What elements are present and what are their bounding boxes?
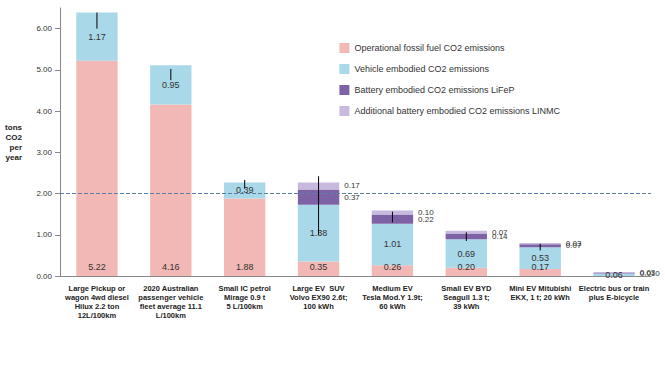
svg-text:L/100km: L/100km [156, 311, 186, 320]
svg-text:0.03: 0.03 [640, 268, 656, 277]
svg-text:12L/100km: 12L/100km [78, 311, 117, 320]
svg-text:0.20: 0.20 [458, 262, 476, 272]
svg-text:0.17: 0.17 [344, 181, 360, 190]
svg-text:tons: tons [5, 123, 22, 132]
svg-text:year: year [6, 153, 22, 162]
svg-text:Vehicle embodied CO2 emissions: Vehicle embodied CO2 emissions [354, 64, 489, 74]
svg-text:per: per [10, 143, 22, 152]
svg-text:plus E-bicycle: plus E-bicycle [589, 293, 639, 302]
svg-text:6.00: 6.00 [36, 24, 52, 33]
svg-text:0.95: 0.95 [162, 80, 180, 90]
svg-text:wagon 4wd diesel: wagon 4wd diesel [64, 293, 129, 302]
svg-text:0.03: 0.03 [566, 239, 582, 248]
svg-text:Mirage 0.9 t: Mirage 0.9 t [224, 293, 266, 302]
svg-text:5.22: 5.22 [88, 262, 106, 272]
svg-text:2.00: 2.00 [36, 189, 52, 198]
svg-text:0.53: 0.53 [531, 253, 549, 263]
svg-text:2020 Australian: 2020 Australian [143, 284, 199, 293]
svg-text:1.38: 1.38 [309, 228, 328, 239]
svg-text:3.00: 3.00 [36, 148, 52, 157]
svg-text:0.010: 0.010 [640, 269, 661, 278]
svg-text:Large Pickup or: Large Pickup or [69, 284, 126, 293]
svg-text:passenger vehicle: passenger vehicle [138, 293, 203, 302]
svg-text:Small EV BYD: Small EV BYD [441, 284, 492, 293]
svg-text:0.07: 0.07 [492, 228, 508, 237]
svg-text:Mini EV Mitubishi: Mini EV Mitubishi [509, 284, 571, 293]
svg-text:Additional battery embodied CO: Additional battery embodied CO2 emission… [354, 106, 560, 116]
svg-text:4.00: 4.00 [36, 107, 52, 116]
svg-text:Operational fossil fuel CO2 em: Operational fossil fuel CO2 emissions [354, 43, 505, 53]
svg-text:Small IC petrol: Small IC petrol [218, 284, 271, 293]
svg-text:Seagull 1.3 t;: Seagull 1.3 t; [443, 293, 489, 302]
svg-text:100 kWh: 100 kWh [303, 302, 334, 311]
svg-text:Tesla Mod.Y 1.9t;: Tesla Mod.Y 1.9t; [362, 293, 423, 302]
svg-text:0.37: 0.37 [344, 192, 360, 202]
svg-text:Electric bus or train: Electric bus or train [579, 284, 650, 293]
svg-text:0.17: 0.17 [531, 261, 549, 272]
svg-text:5.00: 5.00 [36, 65, 52, 74]
svg-text:1.01: 1.01 [384, 239, 402, 249]
svg-text:4.16: 4.16 [162, 262, 180, 272]
svg-text:1.00: 1.00 [36, 230, 52, 239]
svg-text:Battery embodied CO2 emissions: Battery embodied CO2 emissions LiFeP [354, 85, 514, 95]
svg-text:CO2: CO2 [6, 133, 23, 142]
svg-text:0.06: 0.06 [605, 270, 623, 280]
svg-text:fleet average 11.1: fleet average 11.1 [140, 302, 202, 311]
svg-text:Large EV SUV: Large EV SUV [293, 284, 345, 293]
svg-text:39 kWh: 39 kWh [453, 302, 480, 311]
svg-text:60 kWh: 60 kWh [379, 302, 406, 311]
svg-text:0.39: 0.39 [235, 185, 254, 196]
svg-text:5 L/100km: 5 L/100km [227, 302, 264, 311]
svg-text:Medium EV: Medium EV [372, 284, 412, 293]
svg-text:1.88: 1.88 [236, 262, 254, 272]
svg-text:Volvo EX90 2.6t;: Volvo EX90 2.6t; [290, 293, 348, 302]
svg-text:0.10: 0.10 [418, 208, 434, 217]
svg-text:EKX, 1 t; 20 kWh: EKX, 1 t; 20 kWh [511, 293, 571, 302]
svg-text:0.26: 0.26 [384, 262, 402, 272]
svg-text:0.22: 0.22 [418, 214, 434, 224]
svg-text:0.35: 0.35 [310, 262, 328, 272]
svg-text:0.00: 0.00 [36, 272, 52, 281]
svg-text:Hilux 2.2 ton: Hilux 2.2 ton [75, 302, 120, 311]
svg-text:1.17: 1.17 [88, 32, 106, 42]
svg-text:0.69: 0.69 [458, 249, 476, 259]
